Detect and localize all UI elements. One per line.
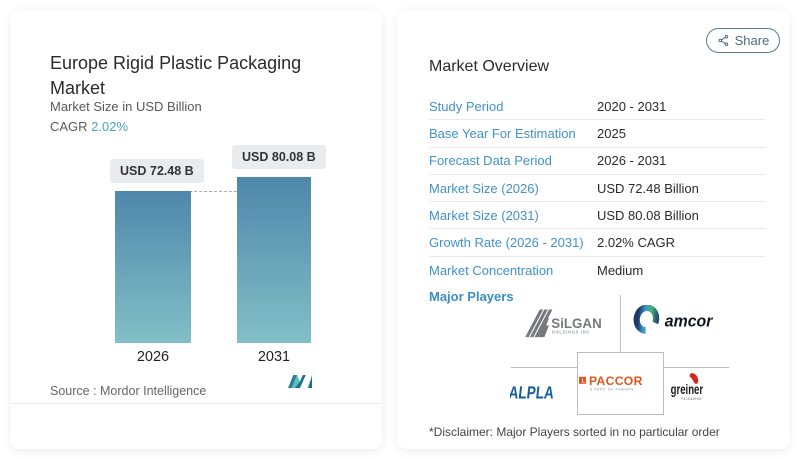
svg-text:A PART OF FABERH: A PART OF FABERH xyxy=(590,388,634,392)
svg-text:greiner: greiner xyxy=(671,381,704,397)
svg-text:ALPLA: ALPLA xyxy=(510,384,555,403)
svg-text:PACCOR: PACCOR xyxy=(589,374,643,388)
svg-text:amcor: amcor xyxy=(665,312,714,330)
svg-text:HOLDINGS INC: HOLDINGS INC xyxy=(552,330,590,335)
svg-text:PACKAGING: PACKAGING xyxy=(681,396,701,401)
svg-text:SiLGAN: SiLGAN xyxy=(551,316,601,331)
